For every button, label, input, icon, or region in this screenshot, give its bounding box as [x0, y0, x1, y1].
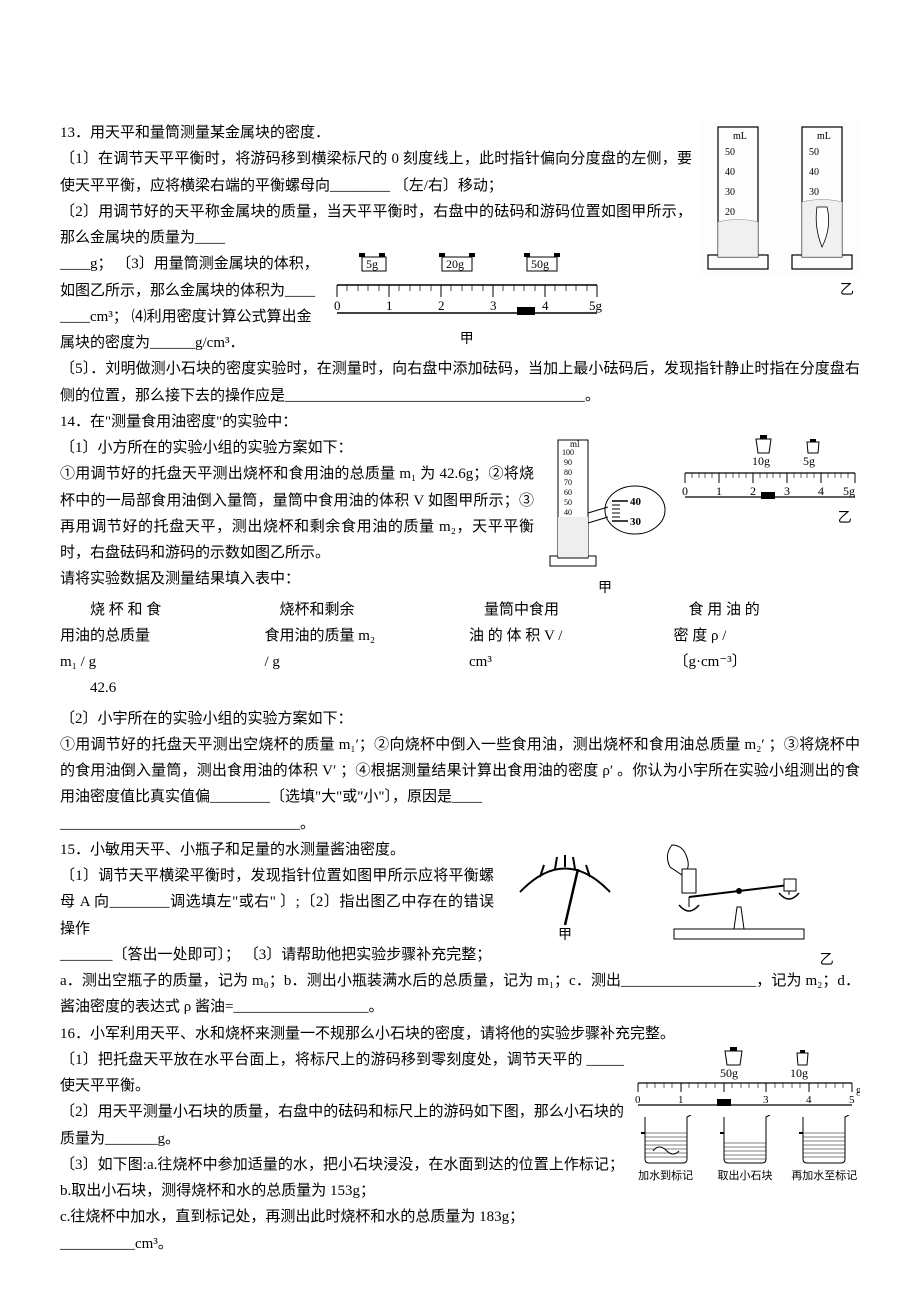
q16-title: 16．小军利用天平、水和烧杯来测量一不规那么小石块的密度，请将他的实验步骤补充完… [60, 1021, 860, 1047]
question-15: 甲 [60, 837, 860, 1021]
svg-text:90: 90 [564, 458, 572, 467]
svg-text:50g: 50g [720, 1066, 738, 1080]
q14-p4: 〔2〕小宇所在的实验小组的实验方案如下： [60, 706, 860, 732]
slider-icon [717, 1099, 731, 1106]
svg-text:40: 40 [564, 508, 572, 517]
svg-text:10g: 10g [790, 1066, 808, 1080]
q15-figures: 甲 [500, 837, 860, 947]
svg-text:20: 20 [725, 207, 735, 218]
svg-text:5g: 5g [803, 454, 815, 468]
beaker-label: 再加水至标记 [789, 1167, 860, 1186]
svg-text:1: 1 [386, 298, 393, 313]
svg-text:80: 80 [564, 468, 572, 477]
fig-label-a: 甲 [500, 924, 630, 949]
svg-text:100: 100 [562, 448, 574, 457]
q16-p4: c.往烧杯中加水，直到标记处，再测出此时烧杯和水的总质量为 183g； [60, 1204, 860, 1230]
q14-table: 烧 杯 和 食 用油的总质量 m₁ / g 42.6 烧杯和剩余 食用油的质量 … [60, 597, 860, 702]
svg-text:50: 50 [725, 147, 735, 158]
q13-fig-a-balance: 5g 20g 50g 0 1 2 3 4 5g [327, 251, 607, 326]
svg-text:5g: 5g [589, 298, 603, 313]
svg-text:4: 4 [818, 484, 824, 498]
q13-p3c: ____cm³； ⑷利用密度计算公式算出金 [60, 304, 319, 330]
svg-text:1: 1 [678, 1094, 684, 1106]
question-13: mL 50 40 30 20 10 mL 50 [60, 120, 860, 409]
pointer-needle-icon [565, 869, 578, 925]
svg-text:10g: 10g [752, 454, 770, 468]
unit-label: mL [733, 131, 747, 142]
svg-text:4: 4 [806, 1094, 812, 1106]
slider-icon [761, 492, 775, 499]
svg-text:g: g [856, 1084, 860, 1096]
q14-figures: ml 100 90 80 70 60 50 40 30 20 10 [540, 435, 860, 575]
question-14: 14．在"测量食用油密度"的实验中： ml 100 90 80 70 60 50… [60, 409, 860, 837]
svg-text:5: 5 [849, 1094, 855, 1106]
svg-text:50g: 50g [531, 257, 549, 271]
q13-p3d: 属块的密度为______g/cm³． [60, 330, 319, 356]
svg-text:40: 40 [809, 167, 819, 178]
q15-p3: a．测出空瓶子的质量，记为 m₀；b．测出小瓶装满水后的总质量，记为 m₁；c．… [60, 968, 860, 1021]
svg-text:0: 0 [635, 1094, 641, 1106]
svg-text:3: 3 [784, 484, 790, 498]
q13-p3b: 如图乙所示，那么金属块的体积为____ [60, 278, 319, 304]
beaker-label: 加水到标记 [630, 1167, 701, 1186]
unit-label: mL [817, 131, 831, 142]
svg-text:3: 3 [490, 298, 497, 313]
svg-text:3: 3 [763, 1094, 769, 1106]
svg-text:1: 1 [716, 484, 722, 498]
svg-text:40: 40 [630, 496, 642, 508]
svg-text:5g: 5g [843, 484, 855, 498]
slider-icon [517, 307, 535, 315]
svg-text:60: 60 [564, 488, 572, 497]
fig-label-a: 甲 [327, 328, 607, 353]
svg-text:40: 40 [725, 167, 735, 178]
svg-text:4: 4 [542, 298, 549, 313]
beaker-label: 取出小石块 [709, 1167, 780, 1186]
svg-text:5g: 5g [366, 257, 378, 271]
q13-fig-b-cylinders: mL 50 40 30 20 10 mL 50 [700, 122, 860, 277]
svg-text:50: 50 [564, 498, 572, 507]
svg-text:50: 50 [809, 147, 819, 158]
q13-p3a: ____g； 〔3〕用量筒测金属块的体积， [60, 251, 319, 277]
svg-text:2: 2 [438, 298, 445, 313]
svg-text:70: 70 [564, 478, 572, 487]
q14-p6: ________________________________。 [60, 811, 860, 837]
svg-text:30: 30 [725, 187, 735, 198]
svg-text:2: 2 [750, 484, 756, 498]
question-16: 16．小军利用天平、水和烧杯来测量一不规那么小石块的密度，请将他的实验步骤补充完… [60, 1021, 860, 1257]
q16-p5: __________cm³。 [60, 1231, 860, 1257]
svg-text:0: 0 [334, 298, 341, 313]
q13-p5: 〔5〕．刘明做测小石块的密度实验时，在测量时，向右盘中添加砝码，当加上最小砝码后… [60, 356, 860, 409]
svg-text:30: 30 [809, 187, 819, 198]
svg-text:0: 0 [682, 484, 688, 498]
q14-p5: ①用调节好的托盘天平测出空烧杯的质量 m₁′；②向烧杯中倒入一些食用油，测出烧杯… [60, 732, 860, 811]
q14-title: 14．在"测量食用油密度"的实验中： [60, 409, 860, 435]
svg-text:20g: 20g [446, 257, 464, 271]
svg-text:30: 30 [630, 516, 642, 528]
fig-label-b: 乙 [700, 279, 860, 304]
q16-figures: 50g 10g 012345g 加水到标记 [630, 1047, 860, 1186]
fig-label-b: 乙 [680, 507, 860, 532]
